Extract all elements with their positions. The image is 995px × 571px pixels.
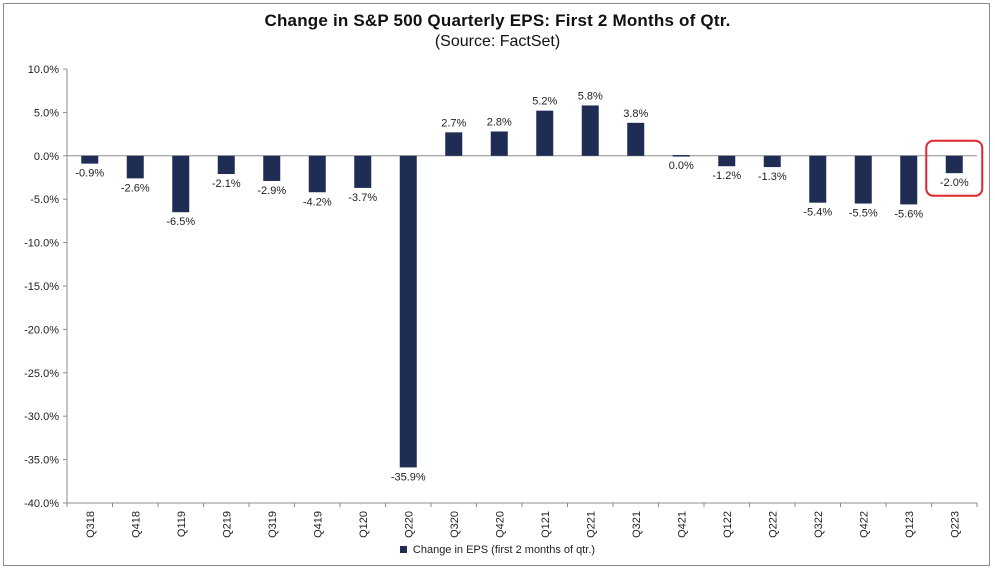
x-tick-label: Q122	[722, 511, 734, 538]
x-tick-label: Q420	[494, 511, 506, 538]
bar	[581, 105, 599, 156]
data-label: 2.7%	[441, 117, 466, 129]
y-tick-label: 10.0%	[28, 64, 59, 76]
y-tick-label: -30.0%	[24, 411, 59, 423]
highlight-box	[925, 139, 984, 197]
bar	[718, 155, 736, 167]
y-tick-label: -5.0%	[30, 194, 59, 206]
x-tick-label: Q119	[176, 511, 188, 537]
x-tick-label: Q418	[130, 511, 142, 538]
bar	[854, 155, 872, 204]
bar	[126, 155, 144, 179]
y-tick-label: -15.0%	[24, 281, 59, 293]
bar	[172, 155, 190, 213]
y-tick-label: 0.0%	[34, 151, 59, 163]
data-label: -35.9%	[391, 471, 426, 483]
chart-frame	[3, 3, 990, 566]
x-tick-label: Q221	[585, 511, 597, 538]
data-label: -5.6%	[894, 208, 923, 220]
data-label: -0.9%	[75, 168, 104, 180]
bar	[81, 155, 99, 164]
y-tick-label: -25.0%	[24, 368, 59, 380]
data-label: -5.4%	[803, 207, 832, 219]
x-tick-label: Q219	[221, 511, 233, 538]
bar	[900, 155, 918, 205]
x-tick-label: Q419	[312, 511, 324, 538]
legend-swatch	[399, 546, 407, 553]
x-tick-label: Q223	[949, 511, 961, 538]
y-tick-label: -20.0%	[24, 324, 59, 336]
bar	[217, 155, 235, 175]
legend-label: Change in EPS (first 2 months of qtr.)	[412, 544, 596, 556]
bar	[490, 131, 508, 156]
x-tick-label: Q123	[904, 511, 916, 538]
data-label: -2.1%	[212, 178, 241, 190]
data-label: -4.2%	[303, 196, 332, 208]
bar	[763, 155, 781, 168]
bar	[627, 122, 645, 156]
y-tick-label: -10.0%	[24, 238, 59, 250]
x-tick-label: Q222	[767, 511, 779, 538]
data-label: -1.2%	[712, 170, 741, 182]
bar	[399, 155, 417, 468]
x-tick-label: Q321	[631, 511, 643, 538]
bar	[672, 155, 690, 157]
x-tick-label: Q319	[267, 511, 279, 538]
x-tick-label: Q120	[358, 511, 370, 538]
data-label: -6.5%	[166, 216, 195, 228]
legend: Change in EPS (first 2 months of qtr.)	[0, 544, 995, 556]
data-label: 2.8%	[487, 116, 512, 128]
data-label: 5.8%	[578, 90, 603, 102]
bar	[945, 155, 963, 174]
x-tick-label: Q318	[85, 511, 97, 538]
y-tick-label: -40.0%	[24, 498, 59, 510]
data-label: 5.2%	[532, 96, 557, 108]
data-label: -3.7%	[348, 192, 377, 204]
chart-title: Change in S&P 500 Quarterly EPS: First 2…	[264, 11, 731, 30]
chart-subtitle: (Source: FactSet)	[434, 33, 561, 50]
y-tick-label: 5.0%	[34, 107, 59, 119]
x-tick-label: Q121	[540, 511, 552, 538]
bar	[354, 155, 372, 188]
data-label: -2.9%	[257, 185, 286, 197]
data-label: 0.0%	[669, 160, 694, 172]
x-tick-label: Q320	[449, 511, 461, 538]
data-label: -2.6%	[121, 182, 150, 194]
x-tick-label: Q421	[676, 511, 688, 538]
bar	[263, 155, 281, 181]
y-tick-label: -35.0%	[24, 455, 59, 467]
data-label: -2.0%	[940, 177, 969, 189]
data-label: -1.3%	[758, 171, 787, 183]
bar	[308, 155, 326, 193]
x-tick-label: Q322	[813, 511, 825, 538]
x-tick-label: Q422	[858, 511, 870, 538]
bar	[445, 132, 463, 156]
data-label: -5.5%	[849, 208, 878, 220]
bar	[536, 110, 554, 156]
x-tick-label: Q220	[403, 511, 415, 538]
data-label: 3.8%	[623, 108, 648, 120]
bar	[809, 155, 827, 203]
